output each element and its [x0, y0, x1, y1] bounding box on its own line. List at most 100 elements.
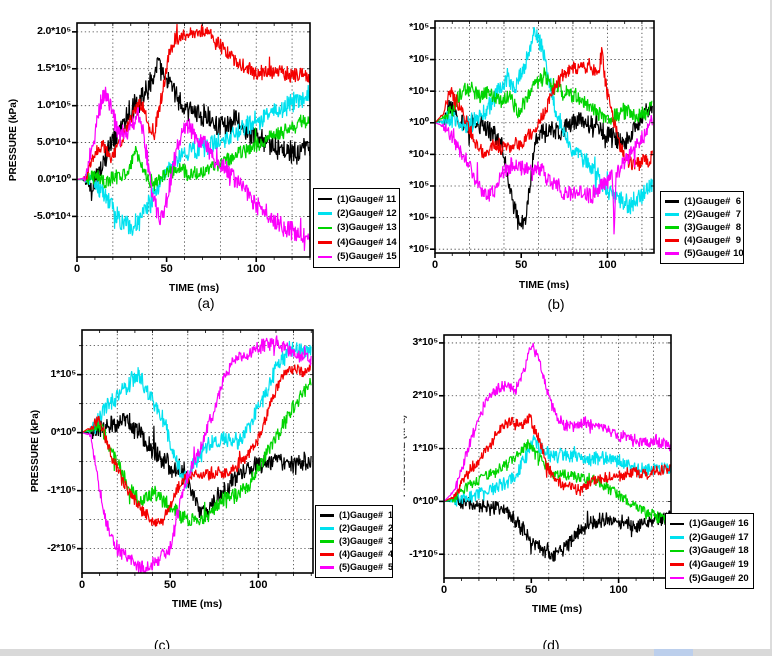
- x-axis-label: TIME (ms): [171, 598, 223, 610]
- series-22: [82, 340, 312, 489]
- legend-line-swatch: [665, 226, 679, 229]
- y-tick-label: 2*10⁵: [412, 389, 438, 402]
- legend-item: (1)Gauge# 6: [665, 195, 742, 208]
- x-tick-label: 50: [515, 259, 528, 271]
- series-217: [444, 435, 671, 507]
- legend-item: (4)Gauge# 9: [665, 234, 742, 247]
- legend-label: (5)Gauge# 20: [689, 572, 749, 584]
- legend-line-swatch: [320, 527, 334, 530]
- y-tick-label: 1.5*10⁵: [37, 62, 71, 75]
- y-tick-label: *10⁵: [409, 242, 429, 255]
- legend-item: (3)Gauge# 8: [665, 221, 742, 234]
- y-tick-label: *10⁵: [409, 179, 429, 192]
- x-tick-label: 0: [78, 579, 86, 591]
- series-116: [444, 495, 671, 562]
- y-tick-label: 1.0*10⁵: [37, 99, 71, 112]
- legend-label: (1)Gauge# 11: [337, 193, 397, 205]
- y-tick-label: -5.0*10⁴: [33, 209, 72, 222]
- legend-item: (2)Gauge# 7: [665, 208, 742, 221]
- legend-line-swatch: [665, 200, 679, 203]
- y-tick-label: *10⁰: [409, 116, 429, 129]
- plot-area-b: [430, 20, 655, 258]
- panel-label-b: (b): [547, 296, 565, 312]
- legend-label: (5)Gauge# 5: [339, 562, 394, 572]
- y-tick-label: *10⁴: [408, 84, 429, 97]
- legend-line-swatch: [318, 226, 332, 230]
- x-tick-label: 50: [160, 263, 173, 275]
- legend-line-swatch: [670, 576, 684, 580]
- y-axis-label: PRESSURE (kPa): [397, 414, 408, 498]
- window-right-edge: [770, 0, 772, 649]
- series-212: [77, 84, 310, 236]
- legend-label: (3)Gauge# 8: [684, 222, 742, 233]
- plot-area-a: [72, 22, 311, 262]
- y-tick-label: 0.0*10⁰: [37, 172, 71, 185]
- legend-label: (1)Gauge# 6: [684, 196, 742, 207]
- legend-label: (4)Gauge# 9: [684, 235, 742, 246]
- y-tick-label: 2.0*10⁵: [37, 25, 71, 38]
- x-tick-label: 0: [440, 584, 448, 596]
- plot-area-d: [439, 334, 672, 583]
- series-27: [435, 26, 653, 215]
- series-318: [444, 439, 671, 527]
- y-axis-label: PRESSURE (kPa): [8, 98, 19, 182]
- y-axis-label: PRESSURE (kPa): [30, 409, 41, 493]
- y-tick-label: 1*10⁵: [412, 442, 438, 455]
- legend-item: (4)Gauge# 14: [318, 236, 397, 249]
- x-tick-label: 100: [247, 263, 266, 275]
- x-axis-label: TIME (ms): [168, 282, 220, 294]
- y-tick-label: -1*10⁵: [47, 484, 76, 497]
- legend-item: (2)Gauge# 17: [670, 531, 749, 544]
- legend-label: (2)Gauge# 7: [684, 209, 742, 220]
- legend-line-swatch: [670, 536, 684, 539]
- legend-label: (3)Gauge# 18: [689, 545, 749, 557]
- legend-item: (1)Gauge# 11: [318, 193, 397, 206]
- legend-line-swatch: [665, 213, 679, 216]
- x-axis-label: TIME (ms): [531, 603, 583, 615]
- series-38: [435, 67, 653, 126]
- legend-label: (2)Gauge# 2: [339, 523, 394, 533]
- y-tick-label: *10⁴: [408, 147, 429, 160]
- horizontal-scrollbar-thumb[interactable]: [654, 649, 693, 656]
- legend-label: (1)Gauge# 16: [689, 518, 749, 530]
- legend-line-swatch: [320, 566, 334, 569]
- legend-line-swatch: [665, 239, 679, 242]
- y-tick-label: *10⁵: [409, 211, 429, 224]
- horizontal-scrollbar-track[interactable]: [0, 649, 772, 656]
- series-510: [435, 115, 653, 235]
- legend-item: (2)Gauge# 2: [320, 522, 393, 535]
- legend-line-swatch: [320, 553, 334, 556]
- legend-item: (1)Gauge# 1: [320, 509, 393, 522]
- y-tick-label: -1*10⁵: [409, 547, 438, 560]
- legend-item: (4)Gauge# 4: [320, 548, 393, 561]
- legend-line-swatch: [318, 212, 332, 215]
- series-55: [82, 335, 312, 573]
- legend-label: (3)Gauge# 13: [337, 222, 397, 234]
- x-tick-label: 50: [525, 584, 538, 596]
- series-11: [82, 412, 312, 522]
- y-tick-label: 0*10⁰: [412, 494, 438, 507]
- series-419: [444, 413, 671, 502]
- legend-line-swatch: [320, 514, 334, 517]
- legend-label: (5)Gauge# 10: [684, 248, 744, 259]
- panel-label-a: (a): [197, 295, 215, 311]
- x-tick-label: 100: [249, 579, 268, 591]
- series-515: [77, 86, 310, 251]
- y-tick-label: *10⁵: [409, 53, 429, 66]
- legend: (1)Gauge# 11 (2)Gauge# 12 (3)Gauge# 13 (4)G…: [313, 188, 400, 268]
- legend-line-swatch: [320, 540, 334, 543]
- legend-item: (5)Gauge# 10: [665, 247, 744, 260]
- legend-line-swatch: [318, 255, 332, 258]
- series-111: [77, 57, 310, 201]
- legend-label: (4)Gauge# 4: [339, 549, 394, 559]
- legend-item: (4)Gauge# 19: [670, 558, 749, 571]
- legend: (1)Gauge# 6 (2)Gauge# 7 (3)Gauge# 8 (4)Gaug…: [660, 191, 744, 264]
- legend-label: (5)Gauge# 15: [337, 251, 397, 263]
- y-tick-label: *10⁵: [409, 21, 429, 34]
- legend-item: (1)Gauge# 16: [670, 517, 749, 530]
- legend-label: (2)Gauge# 12: [337, 208, 397, 220]
- y-tick-label: 0*10⁰: [50, 426, 76, 439]
- series-33: [82, 378, 312, 527]
- x-tick-label: 0: [431, 259, 439, 271]
- legend-label: (4)Gauge# 14: [337, 236, 397, 248]
